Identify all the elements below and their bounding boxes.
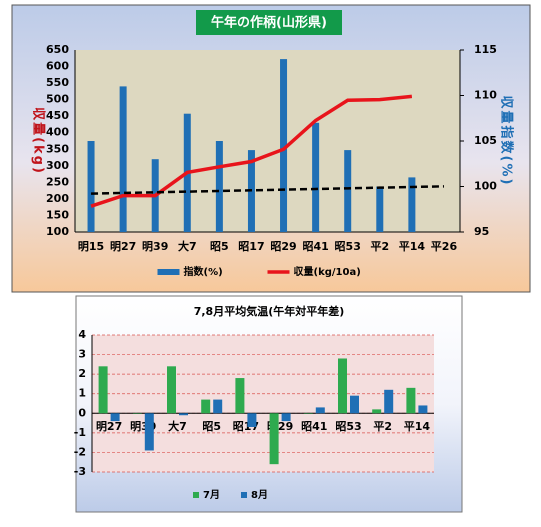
y2-axis-title: 収量指数(%) [499, 96, 515, 187]
y-tick-label: 250 [46, 175, 69, 188]
y-tick-label: 450 [46, 109, 69, 122]
bar [144, 413, 154, 451]
plot-area [92, 335, 434, 472]
y-tick-label: 4 [78, 328, 86, 341]
bar [98, 366, 108, 414]
x-tick-label: 昭53 [335, 420, 361, 433]
y-tick-label: 400 [46, 126, 69, 139]
bar [119, 86, 127, 233]
y-tick-label: 300 [46, 159, 69, 172]
legend-swatch [157, 269, 180, 275]
y-tick-label: -3 [74, 465, 86, 478]
y-tick-label: 1 [78, 387, 86, 400]
x-tick-label: 平26 [431, 240, 458, 253]
y2-tick-label: 100 [474, 180, 497, 193]
bar [280, 59, 288, 232]
x-tick-label: 昭53 [335, 240, 361, 253]
y2-tick-label: 110 [474, 89, 497, 102]
x-tick-label: 明15 [78, 240, 104, 253]
y-tick-label: -1 [74, 426, 86, 439]
bar [350, 395, 359, 414]
bar [215, 141, 223, 232]
y-tick-label: 100 [46, 225, 69, 238]
bar [408, 177, 416, 232]
y-tick-label: 600 [46, 60, 69, 73]
y-tick-label: 200 [46, 192, 69, 205]
y-tick-label: 350 [46, 142, 69, 155]
bar [406, 387, 416, 414]
y-tick-label: 500 [46, 93, 69, 106]
x-tick-label: 昭29 [270, 240, 296, 253]
bar [312, 122, 320, 232]
x-tick-label: 明27 [96, 420, 122, 433]
x-tick-label: 昭5 [202, 420, 221, 433]
legend-swatch [241, 492, 247, 498]
bar [372, 409, 382, 414]
bar [376, 186, 384, 232]
bar [418, 405, 428, 414]
bar [384, 389, 394, 414]
x-tick-label: 平14 [404, 420, 431, 433]
chart-title: 午年の作柄(山形県) [211, 15, 327, 31]
bar [338, 358, 347, 414]
bar [303, 413, 313, 414]
bar [132, 413, 142, 414]
legend-label: 収量(kg/10a) [294, 265, 361, 278]
y-tick-label: 150 [46, 208, 69, 221]
x-tick-label: 昭41 [301, 420, 327, 433]
bar [344, 150, 352, 232]
bar [167, 366, 176, 414]
x-tick-label: 明27 [110, 240, 136, 253]
bar [247, 413, 257, 427]
x-tick-label: 昭41 [302, 240, 328, 253]
x-tick-label: 大7 [168, 419, 187, 433]
y2-tick-label: 95 [474, 225, 489, 238]
y-tick-label: 2 [78, 367, 86, 380]
x-tick-label: 昭5 [210, 240, 229, 253]
bar [179, 413, 188, 416]
x-tick-label: 平14 [399, 240, 426, 253]
y2-tick-label: 115 [474, 43, 497, 56]
plot-area [75, 50, 460, 232]
trend-line [91, 185, 444, 195]
x-tick-label: 平2 [370, 240, 389, 253]
line [90, 94, 413, 208]
legend-label: 8月 [251, 489, 268, 501]
legend-label: 指数(%) [184, 265, 223, 278]
bar [110, 413, 120, 422]
bar [87, 141, 95, 232]
y-tick-label: 650 [46, 43, 69, 56]
x-tick-label: 昭17 [238, 240, 264, 253]
y-tick-label: 3 [78, 348, 86, 361]
bar [201, 399, 211, 414]
x-tick-label: 平2 [373, 420, 392, 433]
bar [269, 413, 279, 465]
legend-label: 7月 [203, 489, 220, 501]
chart-title: 7,8月平均気温(午年対平年差) [194, 304, 345, 318]
x-tick-label: 大7 [178, 239, 197, 253]
y-tick-label: -2 [74, 445, 86, 458]
bar [235, 378, 245, 414]
bar [213, 399, 223, 414]
y-axis-title: 収量(kg) [31, 107, 46, 175]
y-tick-label: 0 [78, 406, 86, 419]
bar [315, 407, 325, 414]
x-tick-label: 明39 [142, 240, 168, 253]
y-tick-label: 550 [46, 76, 69, 89]
y2-tick-label: 105 [474, 134, 497, 147]
title-box [196, 10, 342, 35]
bar [281, 413, 291, 422]
legend-swatch [193, 492, 199, 498]
